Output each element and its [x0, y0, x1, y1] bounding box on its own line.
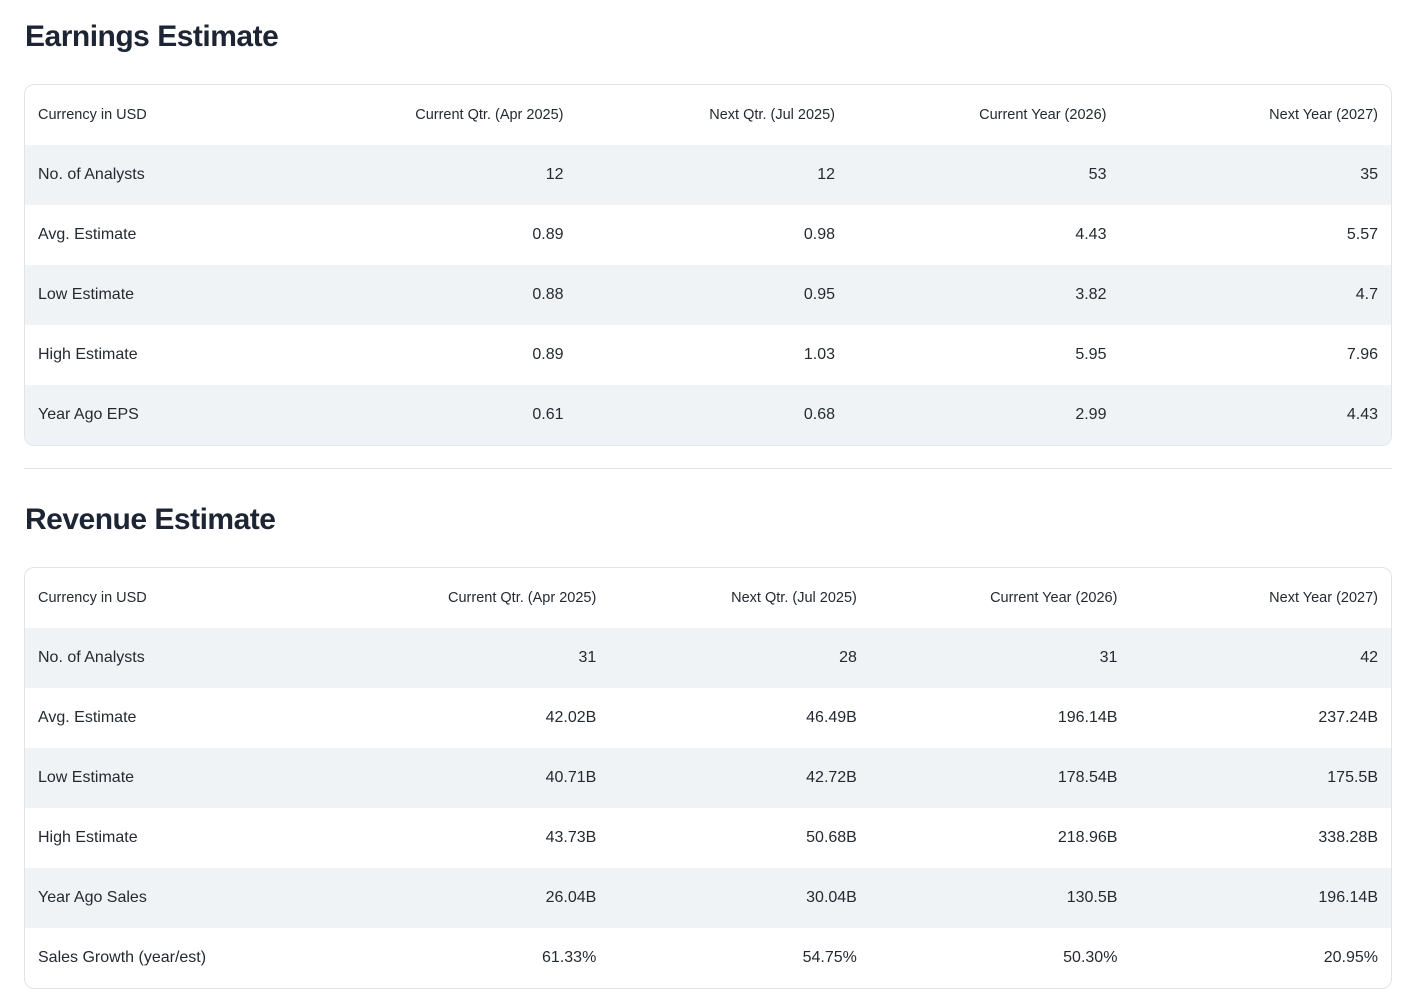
- cell-value: 237.24B: [1318, 709, 1378, 726]
- cell-value: 12: [817, 166, 835, 183]
- cell-value: 61.33%: [542, 949, 597, 966]
- cell-value: 54.75%: [802, 949, 857, 966]
- row-label: High Estimate: [38, 346, 138, 363]
- cell-value: 5.57: [1346, 226, 1378, 243]
- cell-value: 31: [578, 649, 597, 666]
- row-label: Avg. Estimate: [38, 709, 137, 726]
- column-header: Next Qtr. (Jul 2025): [709, 107, 835, 123]
- cell-value: 196.14B: [1318, 889, 1378, 906]
- cell-value: 42.72B: [806, 769, 857, 786]
- table-row: High Estimate 43.73B 50.68B 218.96B 338.28B: [25, 808, 1391, 868]
- cell-value: 5.95: [1075, 346, 1107, 363]
- cell-value: 196.14B: [1057, 709, 1118, 726]
- cell-value: 4.43: [1346, 406, 1378, 423]
- cell-value: 175.5B: [1327, 769, 1378, 786]
- row-label: Low Estimate: [38, 286, 135, 303]
- earnings-estimate-card: Currency in USD Current Qtr. (Apr 2025) Ne…: [24, 84, 1392, 446]
- column-header: Next Year (2027): [1269, 107, 1378, 123]
- column-header: Next Year (2027): [1269, 590, 1378, 606]
- cell-value: 42.02B: [545, 709, 597, 726]
- cell-value: 0.61: [532, 406, 564, 423]
- cell-value: 35: [1360, 166, 1378, 183]
- revenue-estimate-table: Currency in USD Current Qtr. (Apr 2025) Ne…: [25, 568, 1391, 988]
- cell-value: 50.30%: [1063, 949, 1118, 966]
- column-header: Next Qtr. (Jul 2025): [731, 590, 857, 606]
- cell-value: 178.54B: [1057, 769, 1118, 786]
- table-row: Sales Growth (year/est) 61.33% 54.75% 50.30…: [25, 928, 1391, 988]
- cell-value: 0.98: [803, 226, 835, 243]
- cell-value: 1.03: [803, 346, 835, 363]
- table-row: No. of Analysts 12 12 53 35: [25, 145, 1391, 205]
- cell-value: 20.95%: [1323, 949, 1378, 966]
- row-label: No. of Analysts: [38, 166, 145, 183]
- table-row: Avg. Estimate 0.89 0.98 4.43 5.57: [25, 205, 1391, 265]
- cell-value: 0.89: [532, 226, 564, 243]
- row-label: No. of Analysts: [38, 649, 145, 666]
- cell-value: 28: [839, 649, 857, 666]
- cell-value: 53: [1088, 166, 1107, 183]
- row-label: Year Ago Sales: [38, 889, 147, 906]
- table-row: No. of Analysts 31 28 31 42: [25, 628, 1391, 688]
- cell-value: 4.7: [1355, 286, 1378, 303]
- section-title-revenue-estimate: Revenue Estimate: [25, 503, 276, 536]
- cell-value: 0.68: [803, 406, 835, 423]
- column-header: Current Qtr. (Apr 2025): [415, 107, 564, 123]
- cell-value: 31: [1099, 649, 1118, 666]
- section-title-earnings-estimate: Earnings Estimate: [25, 20, 279, 53]
- cell-value: 7.96: [1346, 346, 1378, 363]
- cell-value: 218.96B: [1057, 829, 1118, 846]
- table-row: High Estimate 0.89 1.03 5.95 7.96: [25, 325, 1391, 385]
- row-label: Sales Growth (year/est): [38, 949, 207, 966]
- cell-value: 26.04B: [545, 889, 597, 906]
- revenue-estimate-card: Currency in USD Current Qtr. (Apr 2025) Ne…: [24, 567, 1392, 989]
- cell-value: 338.28B: [1318, 829, 1378, 846]
- table-row: Low Estimate 0.88 0.95 3.82 4.7: [25, 265, 1391, 325]
- cell-value: 0.88: [532, 286, 564, 303]
- cell-value: 12: [545, 166, 564, 183]
- section-divider: [24, 468, 1392, 469]
- cell-value: 46.49B: [806, 709, 857, 726]
- analysis-page: Earnings Estimate Currency in USD Current…: [0, 20, 1405, 995]
- currency-header: Currency in USD: [38, 107, 147, 123]
- table-row: Avg. Estimate 42.02B 46.49B 196.14B 237.24B: [25, 688, 1391, 748]
- cell-value: 50.68B: [806, 829, 857, 846]
- table-row: Year Ago EPS 0.61 0.68 2.99 4.43: [25, 385, 1391, 445]
- column-header: Current Year (2026): [979, 107, 1107, 123]
- header-row: Currency in USD Current Qtr. (Apr 2025) Ne…: [25, 85, 1391, 145]
- column-header: Current Qtr. (Apr 2025): [448, 590, 597, 606]
- column-header: Current Year (2026): [990, 590, 1118, 606]
- cell-value: 0.95: [803, 286, 835, 303]
- header-row: Currency in USD Current Qtr. (Apr 2025) Ne…: [25, 568, 1391, 628]
- cell-value: 0.89: [532, 346, 564, 363]
- cell-value: 40.71B: [545, 769, 597, 786]
- currency-header: Currency in USD: [38, 590, 147, 606]
- cell-value: 130.5B: [1066, 889, 1118, 906]
- row-label: High Estimate: [38, 829, 138, 846]
- earnings-estimate-table: Currency in USD Current Qtr. (Apr 2025) Ne…: [25, 85, 1391, 445]
- row-label: Low Estimate: [38, 769, 135, 786]
- cell-value: 4.43: [1075, 226, 1107, 243]
- row-label: Avg. Estimate: [38, 226, 137, 243]
- row-label: Year Ago EPS: [38, 406, 139, 423]
- cell-value: 2.99: [1075, 406, 1107, 423]
- cell-value: 30.04B: [806, 889, 857, 906]
- cell-value: 43.73B: [545, 829, 597, 846]
- table-row: Year Ago Sales 26.04B 30.04B 130.5B 196.14B: [25, 868, 1391, 928]
- cell-value: 3.82: [1075, 286, 1107, 303]
- table-row: Low Estimate 40.71B 42.72B 178.54B 175.5B: [25, 748, 1391, 808]
- cell-value: 42: [1360, 649, 1378, 666]
